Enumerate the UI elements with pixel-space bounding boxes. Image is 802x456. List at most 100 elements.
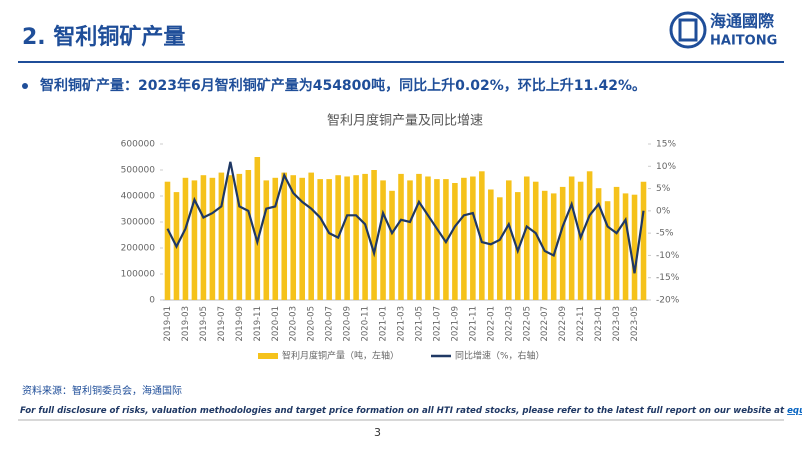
bar — [461, 177, 467, 300]
x-tick-label: 2020-07 — [325, 306, 335, 342]
y2-tick-label: -10% — [656, 251, 680, 261]
line — [166, 161, 645, 274]
bar — [209, 177, 216, 300]
x-tick-label: 2021-01 — [379, 306, 389, 342]
bar — [434, 179, 440, 300]
y-tick-label: 500000 — [121, 166, 156, 176]
logo-mark — [678, 18, 698, 42]
y-tick-label: 0 — [149, 296, 155, 306]
bar — [236, 173, 243, 300]
bar — [344, 176, 350, 300]
x-tick-label: 2022-03 — [504, 306, 514, 342]
y-tick-label: 600000 — [121, 140, 156, 150]
bar — [200, 175, 207, 300]
logo: 海通國際 HAITONG — [669, 11, 777, 49]
bar — [425, 176, 431, 300]
website-link[interactable]: equities.htisec.com — [787, 406, 802, 416]
bar — [416, 173, 422, 300]
bar — [254, 157, 261, 300]
bar — [317, 179, 323, 300]
bar — [299, 177, 305, 300]
x-tick-label: 2022-09 — [558, 306, 568, 342]
logo-en: HAITONG — [710, 34, 777, 49]
bar — [164, 181, 171, 300]
logo-ring — [669, 11, 707, 49]
bar — [398, 173, 404, 300]
bar — [532, 181, 539, 300]
bar — [523, 176, 530, 300]
y-tick-label: 100000 — [121, 270, 156, 280]
bar — [245, 170, 252, 300]
x-tick-label: 2019-05 — [199, 306, 209, 342]
bar — [362, 173, 368, 300]
legend-swatch — [258, 353, 278, 359]
y2-tick-label: -20% — [656, 296, 680, 306]
bar — [604, 201, 611, 300]
x-tick-label: 2019-07 — [217, 306, 227, 342]
chart-title: 智利月度铜产量及同比增速 — [327, 113, 483, 129]
x-tick-label: 2022-05 — [522, 306, 532, 342]
bar — [479, 171, 485, 300]
logo-cn: 海通國際 — [710, 12, 775, 31]
x-tick-label: 2019-03 — [181, 306, 191, 342]
disclosure-text: For full disclosure of risks, valuation … — [20, 406, 785, 416]
x-tick-label: 2022-07 — [540, 306, 550, 342]
y-tick-label: 300000 — [121, 218, 156, 228]
y-tick-label: 200000 — [121, 244, 156, 254]
page-number: 3 — [374, 426, 381, 439]
bar — [218, 172, 225, 300]
x-tick-label: 2023-05 — [630, 306, 640, 342]
y2-tick-label: -15% — [656, 273, 680, 283]
bar — [263, 180, 270, 300]
x-tick-label: 2019-11 — [253, 306, 263, 342]
source: 资料来源：智利铜委员会，海通国际 — [22, 384, 182, 397]
bullet-text: 智利铜矿产量：2023年6月智利铜矿产量为454800吨，同比上升0.02%，环… — [39, 77, 646, 94]
bar — [640, 181, 647, 300]
bar — [182, 177, 189, 300]
bar — [380, 180, 386, 300]
bar — [595, 188, 602, 300]
bar — [514, 192, 521, 300]
x-tick-label: 2020-01 — [271, 306, 281, 342]
bar — [631, 194, 638, 300]
y2-tick-label: -5% — [656, 229, 674, 239]
bar — [541, 190, 548, 300]
bar — [281, 172, 288, 300]
bar — [353, 175, 359, 300]
slide-title: 2. 智利铜矿产量 — [22, 24, 185, 50]
bar — [290, 175, 297, 300]
x-tick-label: 2021-09 — [450, 306, 460, 342]
bar — [389, 190, 395, 300]
y2-tick-label: 15% — [656, 140, 676, 150]
bar — [506, 180, 512, 300]
x-tick-label: 2020-09 — [343, 306, 353, 342]
x-tick-label: 2021-11 — [468, 306, 478, 342]
bar — [326, 179, 332, 300]
bar — [452, 183, 458, 300]
bar — [622, 193, 629, 300]
bar — [371, 170, 377, 300]
x-tick-label: 2021-05 — [414, 306, 424, 342]
y-tick-label: 400000 — [121, 192, 156, 202]
bar — [308, 172, 314, 300]
bar — [191, 180, 198, 300]
bar — [497, 197, 503, 300]
bar — [272, 177, 279, 300]
x-tick-label: 2019-01 — [163, 306, 173, 342]
x-tick-label: 2023-01 — [594, 306, 604, 342]
y2-tick-label: 10% — [656, 162, 676, 172]
bar — [568, 176, 575, 300]
x-tick-label: 2022-01 — [486, 306, 496, 342]
bar — [613, 186, 620, 300]
bar — [559, 186, 566, 300]
x-tick-label: 2023-03 — [612, 306, 622, 342]
legend-label: 智利月度铜产量（吨，左轴） — [282, 350, 399, 362]
bar — [227, 175, 234, 300]
x-tick-label: 2021-07 — [432, 306, 442, 342]
x-tick-label: 2022-11 — [576, 306, 586, 342]
disclosure: For full disclosure of risks, valuation … — [20, 406, 802, 416]
bar — [550, 193, 557, 300]
y2-tick-label: 5% — [656, 184, 671, 194]
bar — [470, 176, 476, 300]
